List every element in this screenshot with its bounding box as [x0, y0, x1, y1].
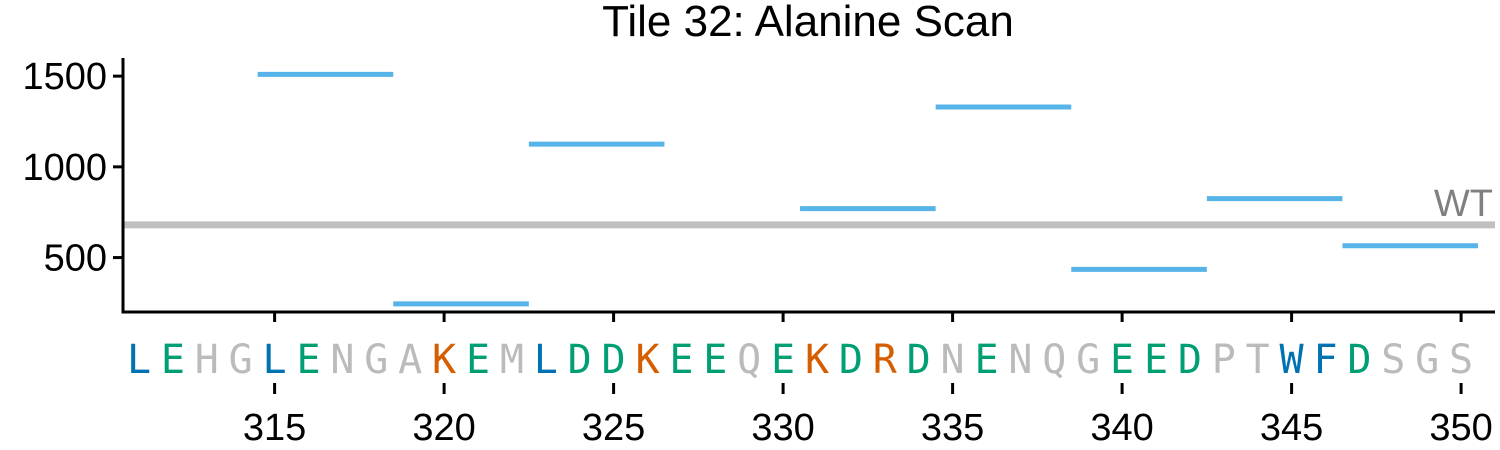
axes: 500 1000 1500	[22, 56, 1495, 314]
sequence-residue: M	[500, 337, 524, 383]
sequence-residue: N	[1008, 337, 1032, 383]
x-tick-label: 315	[243, 407, 306, 449]
x-tick-label: 345	[1260, 407, 1323, 449]
sequence-residue: G	[364, 337, 388, 383]
y-tick-label: 1000	[22, 147, 107, 189]
sequence-residue: G	[229, 337, 253, 383]
sequence-residue: E	[771, 337, 795, 383]
sequence-residue: G	[1076, 337, 1100, 383]
sequence-residue: S	[1381, 337, 1405, 383]
sequence-residue: Q	[737, 337, 761, 383]
sequence-residue: S	[1449, 337, 1473, 383]
sequence-residue: D	[1178, 337, 1202, 383]
x-tick-label: 335	[921, 407, 984, 449]
x-axis-ticks: 315 320 325 330 335 340 345 350	[243, 312, 1493, 449]
x-tick-label: 320	[412, 407, 475, 449]
sequence-residue: D	[568, 337, 592, 383]
sequence-residue: W	[1280, 337, 1305, 383]
sequence-residue: N	[330, 337, 354, 383]
x-tick-label: 325	[582, 407, 645, 449]
sequence-residue: G	[1415, 337, 1439, 383]
sequence-residue: E	[1144, 337, 1168, 383]
x-tick-label: 350	[1429, 407, 1492, 449]
sequence-residue: D	[602, 337, 626, 383]
chart-title: Tile 32: Alanine Scan	[602, 0, 1014, 46]
sequence-residue: L	[534, 337, 558, 383]
sequence-residue: P	[1212, 337, 1236, 383]
y-tick-label: 1500	[22, 56, 107, 98]
sequence-residue: Q	[1042, 337, 1066, 383]
wt-label: WT	[1434, 183, 1493, 225]
sequence-residue: R	[873, 337, 898, 383]
sequence-residue: E	[296, 337, 320, 383]
sequence-residue: F	[1313, 337, 1337, 383]
sequence-residue: E	[466, 337, 490, 383]
sequence-residue: L	[127, 337, 151, 383]
sequence-residue: K	[432, 337, 456, 383]
sequence-residue: N	[941, 337, 965, 383]
sequence-residue: D	[907, 337, 931, 383]
sequence-residue: E	[703, 337, 727, 383]
sequence-residue: E	[161, 337, 185, 383]
sequence-residue: D	[1347, 337, 1371, 383]
sequence-residue: H	[195, 337, 219, 383]
x-tick-label: 340	[1090, 407, 1153, 449]
sequence-residue: L	[263, 337, 287, 383]
sequence-residue: E	[669, 337, 693, 383]
sequence-residue: K	[635, 337, 659, 383]
y-tick-label: 500	[44, 238, 107, 280]
plot-area: WT	[123, 71, 1495, 307]
x-tick-label: 330	[751, 407, 814, 449]
sequence-residue: A	[398, 337, 422, 383]
sequence-residue: T	[1246, 337, 1270, 383]
sequence-residue: E	[1110, 337, 1134, 383]
sequence-residue: D	[839, 337, 863, 383]
sequence-residue: E	[974, 337, 998, 383]
sequence-residue: K	[805, 337, 829, 383]
